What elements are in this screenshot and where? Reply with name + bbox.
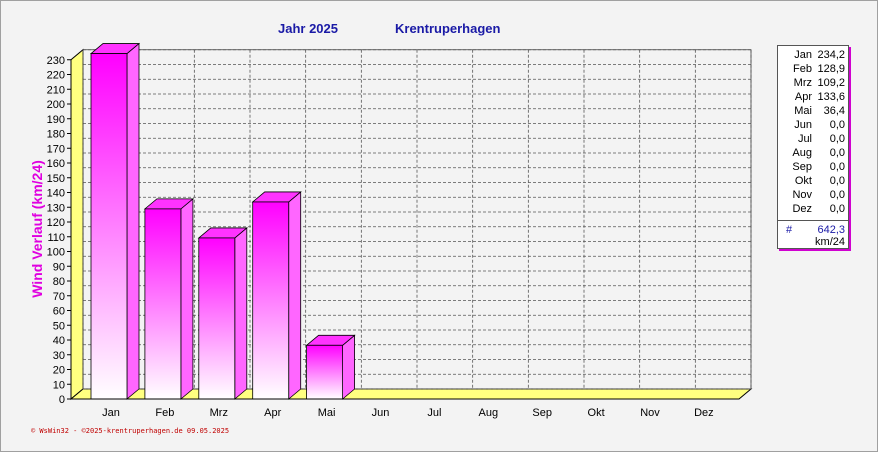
- y-tick-label: 110: [47, 232, 65, 244]
- legend-row: Dez 0,0: [778, 202, 848, 216]
- y-tick-label: 200: [47, 99, 65, 111]
- bar-side: [126, 42, 140, 400]
- x-tick-label: Jun: [372, 407, 390, 419]
- x-tick-label: Dez: [694, 407, 714, 419]
- legend-value: 0,0: [829, 175, 845, 187]
- legend-row: Mrz 109,2: [778, 76, 848, 90]
- y-tick-label: 90: [53, 261, 65, 273]
- x-tick-label: Jan: [102, 407, 120, 419]
- legend-row: Jul 0,0: [778, 132, 848, 146]
- y-tick-label: 60: [53, 306, 65, 318]
- legend-total-label: #: [786, 224, 793, 236]
- y-tick-label: 50: [53, 320, 65, 332]
- bar: [90, 53, 128, 400]
- legend-month: Nov: [792, 189, 812, 201]
- copyright-footer: © WsWin32 - ©2025-krentruperhagen.de 09.…: [31, 427, 230, 435]
- bar-side: [288, 191, 302, 400]
- legend-month: Apr: [794, 91, 812, 103]
- legend-row: Aug 0,0: [778, 146, 848, 160]
- y-tick-label: 120: [47, 217, 65, 229]
- legend-value: 133,6: [817, 91, 845, 103]
- y-tick-label: 30: [53, 350, 65, 362]
- y-tick-label: 80: [53, 276, 65, 288]
- legend-value: 0,0: [829, 203, 845, 215]
- legend-row: Nov 0,0: [778, 188, 848, 202]
- legend-value: 0,0: [829, 119, 845, 131]
- y-axis-title: Wind Verlauf (km/24): [29, 160, 45, 298]
- y-tick-label: 70: [53, 291, 65, 303]
- legend-value: 234,2: [817, 49, 845, 61]
- y-tick-label: 150: [47, 173, 65, 185]
- legend-month: Feb: [793, 63, 812, 75]
- y-tick-label: 230: [47, 55, 65, 67]
- y-tick-label: 100: [47, 247, 65, 259]
- year-title: Jahr 2025: [278, 21, 338, 36]
- legend-box: Jan 234,2 Feb 128,9 Mrz 109,2 Apr 133,6 Mai 36,4 J…: [777, 45, 849, 249]
- bar: [144, 208, 182, 400]
- y-tick-label: 170: [47, 143, 65, 155]
- legend-month: Mrz: [793, 77, 812, 89]
- y-tick-label: 0: [59, 394, 65, 406]
- legend-row: Apr 133,6: [778, 90, 848, 104]
- x-tick-label: Jul: [427, 407, 441, 419]
- legend-rows: Jan 234,2 Feb 128,9 Mrz 109,2 Apr 133,6 Mai 36,4 J…: [778, 46, 848, 216]
- y-tick-label: 160: [47, 158, 65, 170]
- legend-value: 36,4: [823, 105, 845, 117]
- chart-side-wall: [70, 48, 84, 401]
- bar: [198, 237, 236, 400]
- x-tick-label: Mai: [318, 407, 336, 419]
- bar-side: [234, 227, 248, 400]
- x-tick-label: Okt: [588, 407, 605, 419]
- bar: [306, 344, 344, 400]
- legend-month: Jul: [797, 133, 812, 145]
- bar-side: [180, 198, 194, 400]
- legend-value: 109,2: [817, 77, 845, 89]
- legend-row: Okt 0,0: [778, 174, 848, 188]
- x-tick-label: Mrz: [210, 407, 228, 419]
- legend-month: Dez: [792, 203, 812, 215]
- legend-separator: [778, 220, 848, 221]
- legend-row: Mai 36,4: [778, 104, 848, 118]
- x-tick-label: Feb: [155, 407, 174, 419]
- legend-value: 0,0: [829, 161, 845, 173]
- legend-month: Sep: [792, 161, 812, 173]
- legend-unit: km/24: [815, 236, 845, 248]
- y-tick-label: 10: [53, 379, 65, 391]
- y-tick-label: 190: [47, 114, 65, 126]
- y-tick-label: 180: [47, 129, 65, 141]
- legend-month: Jun: [794, 119, 812, 131]
- legend-month: Aug: [792, 147, 812, 159]
- legend-month: Jan: [794, 49, 812, 61]
- x-tick-label: Aug: [479, 407, 499, 419]
- x-tick-label: Sep: [532, 407, 552, 419]
- bar-side: [342, 334, 356, 400]
- legend-value: 0,0: [829, 147, 845, 159]
- chart-back-wall: [82, 49, 752, 390]
- y-tick-label: 210: [47, 84, 65, 96]
- y-tick-label: 20: [53, 365, 65, 377]
- y-tick-label: 40: [53, 335, 65, 347]
- bar: [252, 201, 290, 400]
- y-tick-label: 130: [47, 202, 65, 214]
- legend-row: Sep 0,0: [778, 160, 848, 174]
- legend-total-value: 642,3: [817, 224, 845, 236]
- x-tick-label: Apr: [264, 407, 281, 419]
- legend-row: Jan 234,2: [778, 48, 848, 62]
- x-tick-label: Nov: [640, 407, 660, 419]
- y-tick-label: 220: [47, 70, 65, 82]
- legend-value: 0,0: [829, 133, 845, 145]
- legend-row: Jun 0,0: [778, 118, 848, 132]
- legend-value: 0,0: [829, 189, 845, 201]
- legend-month: Mai: [794, 105, 812, 117]
- legend-value: 128,9: [817, 63, 845, 75]
- legend-month: Okt: [794, 175, 812, 187]
- legend-row: Feb 128,9: [778, 62, 848, 76]
- y-tick-label: 140: [47, 188, 65, 200]
- station-title: Krentruperhagen: [395, 21, 501, 36]
